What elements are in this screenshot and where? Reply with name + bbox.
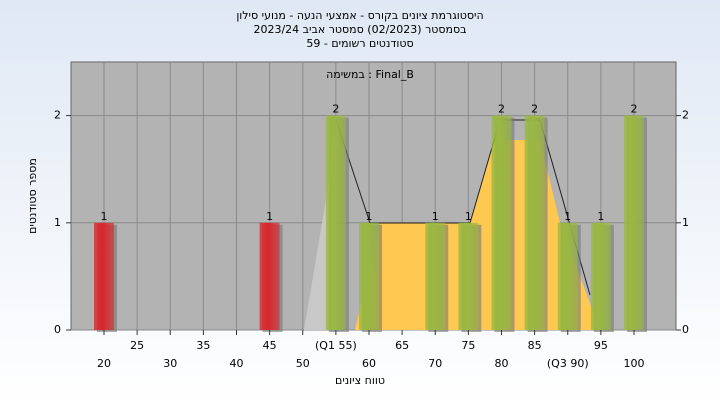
x-tick-label: 30 — [163, 357, 177, 370]
y-tick-label-right: 1 — [682, 216, 689, 229]
y-axis-label: מספר סטודנטים — [26, 158, 39, 234]
bar — [590, 222, 611, 330]
value-label: 1 — [266, 210, 273, 223]
x-tick-label: 20 — [97, 357, 111, 370]
x-tick-label: 50 — [296, 357, 310, 370]
x-tick-label: (Q1 55) — [315, 339, 357, 352]
x-tick-label: (Q3 90) — [547, 357, 589, 370]
x-tick-label: 70 — [428, 357, 442, 370]
x-tick-label: 35 — [196, 339, 210, 352]
y-tick-label-right: 0 — [682, 323, 689, 336]
value-label: 1 — [597, 210, 604, 223]
x-axis-label: טווח ציונים — [335, 374, 385, 387]
bar — [425, 222, 446, 330]
y-tick-label: 2 — [54, 109, 61, 122]
x-tick-label: 65 — [395, 339, 409, 352]
bar — [624, 115, 644, 330]
value-label: 1 — [465, 210, 472, 223]
x-tick-label: 25 — [130, 339, 144, 352]
y-tick-label: 0 — [54, 323, 61, 336]
bar — [458, 222, 479, 330]
bar — [359, 222, 379, 330]
x-tick-label: 100 — [624, 357, 645, 370]
marks: 1 1 2 1 1 1 2 2 1 1 2 — [94, 103, 647, 332]
value-label: 1 — [432, 210, 439, 223]
bar — [524, 115, 545, 330]
value-label: 2 — [531, 103, 538, 116]
trend-line — [335, 119, 591, 296]
chart-title: בסמסטר (02/2023) סמסטר אביב 2023/24 — [253, 23, 466, 36]
x-tick-label: 85 — [528, 339, 542, 352]
bar — [259, 222, 280, 330]
value-label: 1 — [366, 210, 373, 223]
x-tick-label: 45 — [263, 339, 277, 352]
chart-title: היסטוגרמת ציונים בקורס - אמצעי הנעה - מנ… — [236, 9, 483, 22]
value-label: 2 — [631, 103, 638, 116]
value-label: 2 — [498, 103, 505, 116]
bar — [94, 222, 114, 330]
x-tick-label: 60 — [362, 357, 376, 370]
bar — [491, 115, 512, 330]
value-label: 1 — [564, 210, 571, 223]
chart-subtitle: במשימה : Final_B — [326, 68, 414, 81]
x-tick-label: 75 — [461, 339, 475, 352]
bar — [325, 115, 346, 330]
x-tick-label: 40 — [230, 357, 244, 370]
y-tick-label: 1 — [54, 216, 61, 229]
value-label: 2 — [332, 103, 339, 116]
bar — [557, 222, 578, 330]
value-label: 1 — [101, 210, 108, 223]
x-tick-label: 80 — [495, 357, 509, 370]
y-tick-label-right: 2 — [682, 109, 689, 122]
x-tick-label: 95 — [594, 339, 608, 352]
chart-title: סטודנטים רשומים - 59 — [306, 37, 413, 50]
